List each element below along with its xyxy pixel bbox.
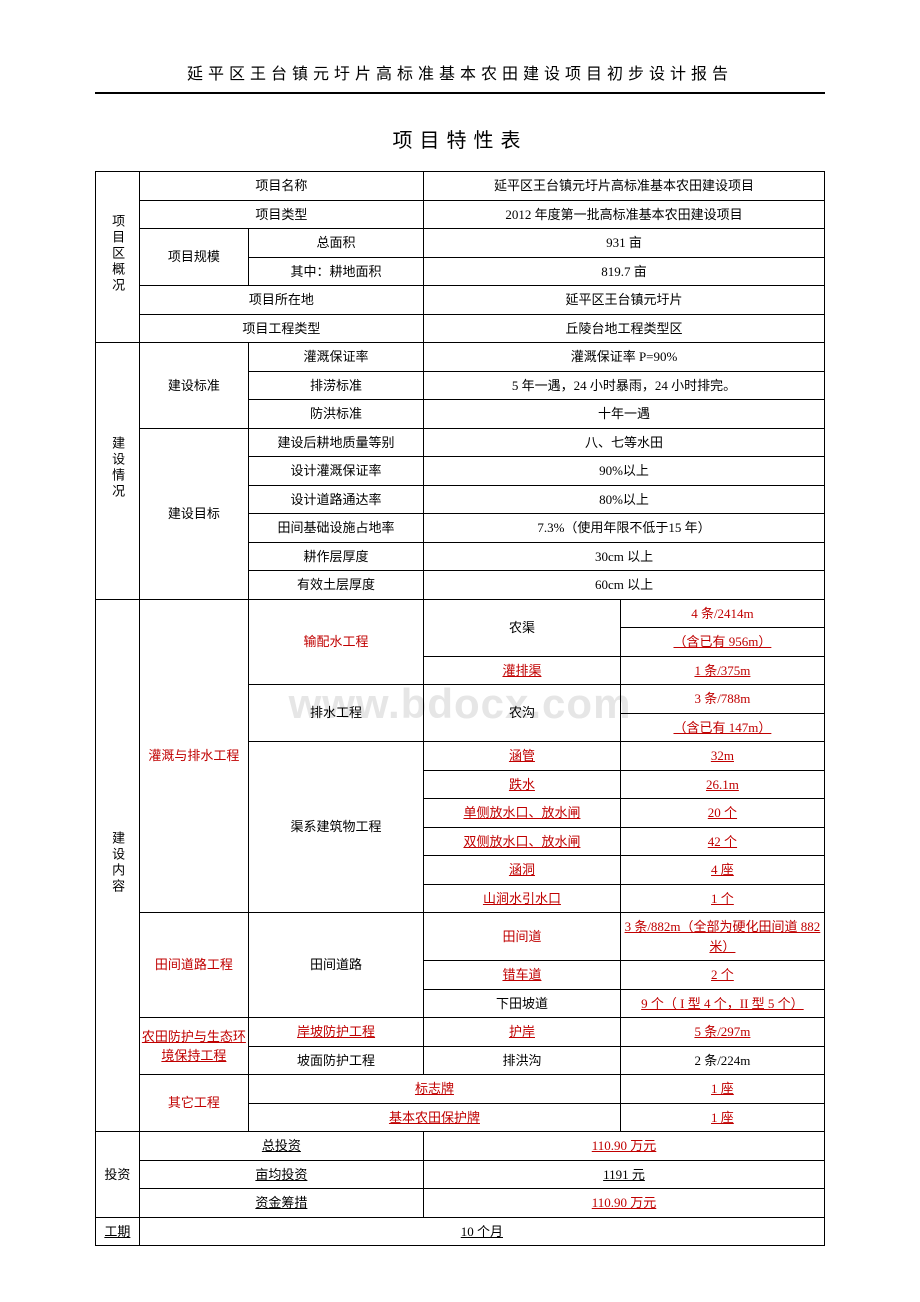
label: 灌溉保证率 [249, 343, 424, 372]
label: 坡面防护工程 [249, 1046, 424, 1075]
label: 山涧水引水口 [424, 884, 621, 913]
value: 1 座 [620, 1075, 824, 1104]
value: 32m [620, 742, 824, 771]
label: 农田防护与生态环境保持工程 [139, 1018, 248, 1075]
label: 灌溉与排水工程 [139, 599, 248, 913]
value: 9 个（ I 型 4 个，II 型 5 个） [620, 989, 824, 1018]
value: 110.90 万元 [424, 1189, 825, 1218]
label: 田间道 [424, 913, 621, 961]
value: 十年一遇 [424, 400, 825, 429]
label: 田间道路工程 [139, 913, 248, 1018]
label: 基本农田保护牌 [249, 1103, 621, 1132]
document-header: 延平区王台镇元圩片高标准基本农田建设项目初步设计报告 [95, 60, 825, 94]
label: 排洪沟 [424, 1046, 621, 1075]
label: 输配水工程 [249, 599, 424, 685]
label: 项目规模 [139, 229, 248, 286]
value: 60cm 以上 [424, 571, 825, 600]
value: （含已有 956m） [620, 628, 824, 657]
value: 26.1m [620, 770, 824, 799]
label: 错车道 [424, 961, 621, 990]
label: 农沟 [424, 685, 621, 742]
label: 单侧放水口、放水闸 [424, 799, 621, 828]
value: 延平区王台镇元圩片 [424, 286, 825, 315]
label: 田间基础设施占地率 [249, 514, 424, 543]
value: 4 条/2414m [620, 599, 824, 628]
label: 排涝标准 [249, 371, 424, 400]
label: 项目所在地 [139, 286, 423, 315]
value: 5 年一遇，24 小时暴雨，24 小时排完。 [424, 371, 825, 400]
value: 延平区王台镇元圩片高标准基本农田建设项目 [424, 172, 825, 201]
value: 2 个 [620, 961, 824, 990]
page-title: 项目特性表 [95, 124, 825, 153]
label: 涵管 [424, 742, 621, 771]
value: 819.7 亩 [424, 257, 825, 286]
label: 建设标准 [139, 343, 248, 429]
value: 7.3%（使用年限不低于15 年） [424, 514, 825, 543]
value: 八、七等水田 [424, 428, 825, 457]
value: 110.90 万元 [424, 1132, 825, 1161]
label: 资金筹措 [139, 1189, 423, 1218]
label: 项目工程类型 [139, 314, 423, 343]
label: 岸坡防护工程 [249, 1018, 424, 1047]
value: 20 个 [620, 799, 824, 828]
label: 设计灌溉保证率 [249, 457, 424, 486]
label: 设计道路通达率 [249, 485, 424, 514]
value: 丘陵台地工程类型区 [424, 314, 825, 343]
value: 5 条/297m [620, 1018, 824, 1047]
value: 1 座 [620, 1103, 824, 1132]
value: 10 个月 [139, 1217, 824, 1246]
label: 其中：耕地面积 [249, 257, 424, 286]
label: 项目名称 [139, 172, 423, 201]
label: 其它工程 [139, 1075, 248, 1132]
value: （含已有 147m） [620, 713, 824, 742]
value: 80%以上 [424, 485, 825, 514]
section-overview: 项目区概况 [96, 172, 140, 343]
value: 931 亩 [424, 229, 825, 258]
label: 项目类型 [139, 200, 423, 229]
value: 3 条/882m（全部为硬化田间道 882 米） [620, 913, 824, 961]
value: 1 条/375m [620, 656, 824, 685]
label: 有效土层厚度 [249, 571, 424, 600]
label: 涵洞 [424, 856, 621, 885]
value: 灌溉保证率 P=90% [424, 343, 825, 372]
value: 90%以上 [424, 457, 825, 486]
value: 30cm 以上 [424, 542, 825, 571]
label: 总面积 [249, 229, 424, 258]
value: 3 条/788m [620, 685, 824, 714]
section-content: 建设内容 [96, 599, 140, 1132]
label: 标志牌 [249, 1075, 621, 1104]
label: 亩均投资 [139, 1160, 423, 1189]
label: 排水工程 [249, 685, 424, 742]
label: 田间道路 [249, 913, 424, 1018]
section-investment: 投资 [96, 1132, 140, 1218]
value: 4 座 [620, 856, 824, 885]
label: 建设后耕地质量等别 [249, 428, 424, 457]
label: 下田坡道 [424, 989, 621, 1018]
value: 2 条/224m [620, 1046, 824, 1075]
label: 灌排渠 [424, 656, 621, 685]
label: 渠系建筑物工程 [249, 742, 424, 913]
value: 1 个 [620, 884, 824, 913]
label: 农渠 [424, 599, 621, 656]
label: 护岸 [424, 1018, 621, 1047]
value: 2012 年度第一批高标准基本农田建设项目 [424, 200, 825, 229]
project-table: 项目区概况 项目名称 延平区王台镇元圩片高标准基本农田建设项目 项目类型 201… [95, 171, 825, 1246]
label: 防洪标准 [249, 400, 424, 429]
section-construction: 建设情况 [96, 343, 140, 600]
value: 42 个 [620, 827, 824, 856]
label: 耕作层厚度 [249, 542, 424, 571]
label: 建设目标 [139, 428, 248, 599]
label: 双侧放水口、放水闸 [424, 827, 621, 856]
section-duration: 工期 [96, 1217, 140, 1246]
value: 1191 元 [424, 1160, 825, 1189]
label: 跌水 [424, 770, 621, 799]
label: 总投资 [139, 1132, 423, 1161]
